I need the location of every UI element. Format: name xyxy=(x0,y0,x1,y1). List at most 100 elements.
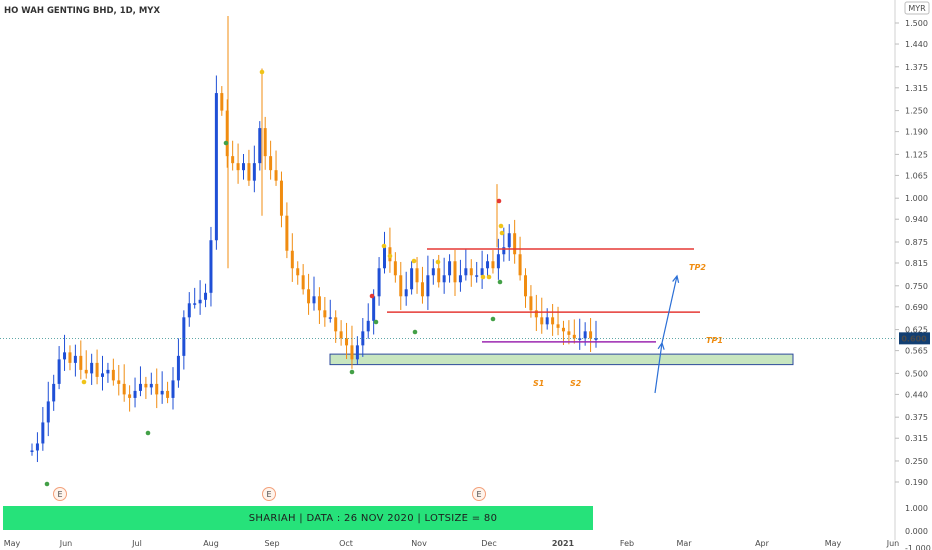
info-banner-text: SHARIAH | DATA : 26 NOV 2020 | LOTSIZE =… xyxy=(248,512,498,524)
signal-dot xyxy=(499,230,505,236)
y-tick-label: 1.000 xyxy=(905,194,928,203)
candle-body xyxy=(475,275,479,277)
candle-body xyxy=(193,303,197,305)
signal-dot xyxy=(486,274,492,280)
candle-body xyxy=(486,261,490,269)
candle-body xyxy=(252,163,256,181)
time-axis[interactable]: May Jun Jul Aug Sep Oct Nov Dec 2021 Feb Mar Apr May… xyxy=(4,539,900,548)
earnings-marker[interactable] xyxy=(53,487,67,501)
signal-dot xyxy=(496,198,502,204)
candle-body xyxy=(290,250,294,269)
y-tick-label: 0.815 xyxy=(905,259,928,268)
earnings-marker[interactable] xyxy=(262,487,276,501)
candle-body xyxy=(453,261,457,283)
candle-body xyxy=(458,275,462,283)
candle-body xyxy=(361,331,365,346)
candle-body xyxy=(323,310,327,318)
signal-dot xyxy=(223,140,229,146)
y-tick-label: 1.375 xyxy=(905,63,928,72)
candle-body xyxy=(377,268,381,297)
candle-body xyxy=(317,296,321,311)
candle-body xyxy=(204,292,208,300)
currency-badge[interactable] xyxy=(904,1,930,15)
candle-body xyxy=(583,331,587,339)
candle-body xyxy=(448,261,452,276)
volume-tick-label: 1.000 xyxy=(905,504,928,513)
candle-body xyxy=(561,327,565,332)
signal-dot xyxy=(498,223,504,229)
candle-body xyxy=(231,156,235,164)
candle-body xyxy=(46,401,50,423)
earnings-marker-label: E xyxy=(266,490,271,499)
y-tick-label: 0.750 xyxy=(905,282,928,291)
candle-body xyxy=(334,317,338,332)
signal-dot xyxy=(373,319,379,325)
candle-body xyxy=(426,275,430,297)
candle-body xyxy=(410,268,414,290)
last-price-marker: 0.600 xyxy=(0,332,930,345)
candle-body xyxy=(556,324,560,328)
candle-body xyxy=(128,394,132,398)
signal-dot xyxy=(412,329,418,335)
candle-body xyxy=(274,170,278,181)
signal-dot xyxy=(480,274,486,280)
signal-dot xyxy=(145,430,151,436)
candle-body xyxy=(225,110,229,157)
candle-body xyxy=(415,268,419,283)
candle-body xyxy=(236,163,240,171)
candle-body xyxy=(220,93,224,111)
candle-body xyxy=(101,373,104,377)
y-tick-label: 0.690 xyxy=(905,303,928,312)
arrow-to-tp2[interactable] xyxy=(661,275,678,344)
candle-body xyxy=(534,310,538,318)
earnings-marker[interactable] xyxy=(472,487,486,501)
candle-body xyxy=(404,289,408,297)
x-tick-label: Jun xyxy=(886,539,900,548)
candle-body xyxy=(209,240,213,293)
signal-dot xyxy=(259,69,265,75)
y-tick-label: 1.500 xyxy=(905,19,928,28)
candle-body xyxy=(176,355,180,381)
signal-dot xyxy=(369,293,375,299)
y-tick-label: 1.190 xyxy=(905,128,928,137)
candle-body xyxy=(529,296,533,311)
candle-body xyxy=(90,362,94,374)
candle-body xyxy=(106,369,110,374)
candle-body xyxy=(524,275,527,297)
candle-body xyxy=(572,334,576,339)
signal-dot xyxy=(44,481,50,487)
y-tick-label: 0.375 xyxy=(905,413,928,422)
y-tick-label: 0.565 xyxy=(905,347,928,356)
candle-body xyxy=(155,383,159,395)
candle-body xyxy=(491,261,495,269)
candle-body xyxy=(513,233,517,255)
candle-body xyxy=(383,247,386,269)
candle-body xyxy=(518,254,522,276)
candle-body xyxy=(301,275,305,290)
signal-dot xyxy=(381,243,387,249)
candle-body xyxy=(117,380,121,384)
candle-body xyxy=(279,180,283,216)
candle-body xyxy=(95,362,99,377)
y-tick-label: 0.440 xyxy=(905,390,928,399)
candle-body xyxy=(567,331,571,335)
candle-body xyxy=(464,268,468,276)
candle-body xyxy=(214,93,218,241)
candle-body xyxy=(73,355,77,363)
earnings-marker-label: E xyxy=(476,490,481,499)
arrow-to-tp1[interactable] xyxy=(654,342,663,394)
candle-body xyxy=(372,296,376,321)
candle-body xyxy=(171,380,175,398)
candle-body xyxy=(420,282,424,297)
price-axis[interactable]: 1.500 1.440 1.375 1.315 1.250 1.190 1.125 1.065… xyxy=(895,19,931,550)
support-zone-box[interactable] xyxy=(329,353,794,366)
x-tick-label: Feb xyxy=(620,539,634,548)
candle-body xyxy=(84,369,88,374)
y-tick-label: 1.440 xyxy=(905,40,928,49)
candle-body xyxy=(41,422,45,444)
candle-body xyxy=(589,331,593,339)
candle-body xyxy=(496,254,500,269)
y-tick-label: 1.065 xyxy=(905,171,928,180)
